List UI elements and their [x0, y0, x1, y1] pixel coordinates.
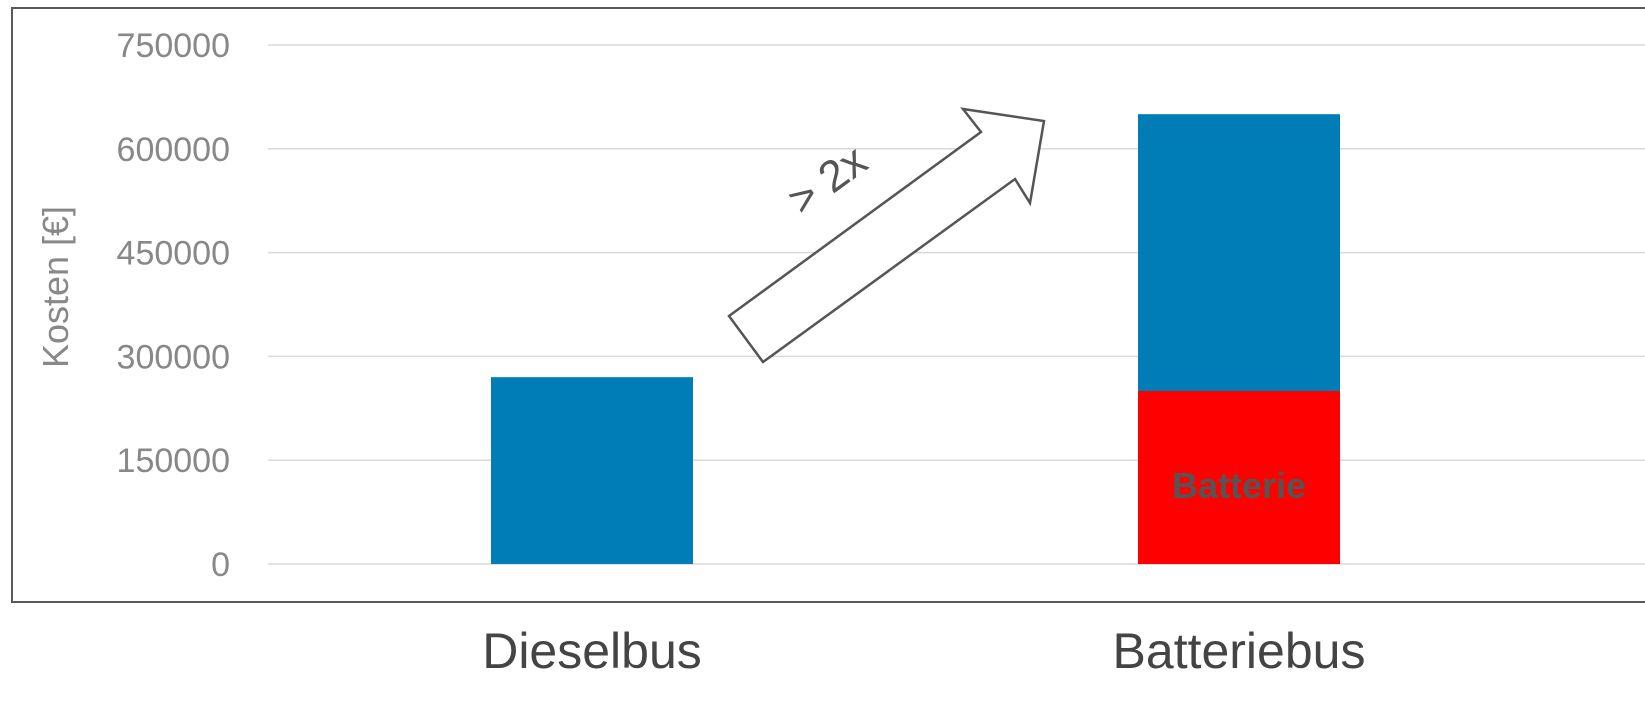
battery-segment-label: Batterie [1172, 465, 1306, 506]
y-tick-label: 450000 [117, 235, 230, 273]
chart-frame [11, 7, 1645, 603]
x-category-label: Batteriebus [1113, 623, 1366, 679]
y-tick-label: 750000 [117, 27, 230, 65]
x-axis-categories: Dieselbus Batteriebus [482, 623, 1365, 679]
bar-segment [491, 377, 693, 564]
y-axis-label: Kosten [€] [35, 206, 76, 368]
bars: Batterie [491, 114, 1340, 564]
gridlines [268, 44, 1645, 565]
annotations: > 2x [727, 107, 1046, 364]
increase-arrow-icon [727, 107, 1046, 364]
bar-segment [1138, 391, 1340, 564]
y-axis-ticks: 0 150000 300000 450000 600000 750000 [117, 27, 230, 584]
x-category-label: Dieselbus [482, 623, 702, 679]
y-tick-label: 600000 [117, 131, 230, 169]
bar-segment [1138, 114, 1340, 391]
y-tick-label: 150000 [117, 442, 230, 480]
y-tick-label: 0 [211, 546, 230, 584]
y-tick-label: 300000 [117, 338, 230, 376]
